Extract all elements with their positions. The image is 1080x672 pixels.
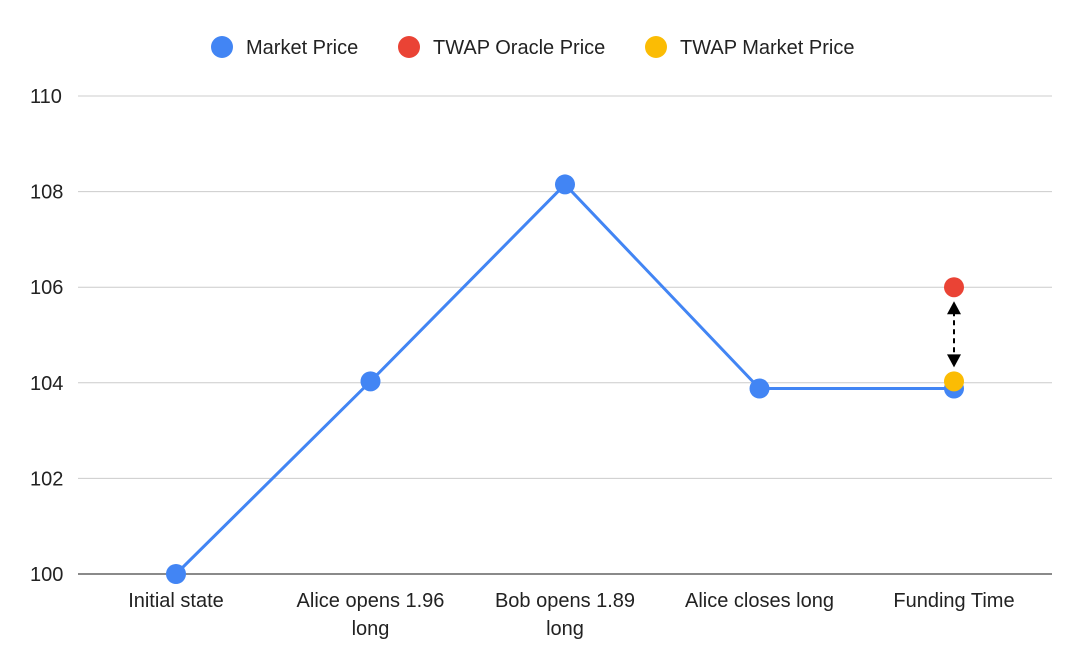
legend-swatch (398, 36, 420, 58)
series-marks (166, 174, 964, 584)
market-price-point (555, 174, 575, 195)
legend-swatch (645, 36, 667, 58)
x-category-label: Bob opens 1.89 long (495, 590, 635, 640)
twap-market-price-point (944, 371, 964, 392)
annotation-arrowhead-up (947, 301, 961, 315)
annotation-arrowhead-down (947, 354, 961, 368)
grid-lines (78, 95, 1052, 575)
y-tick-label: 102 (30, 468, 63, 490)
legend-item-twap-oracle-price: TWAP Oracle Price (398, 36, 605, 59)
x-category-label: Funding Time (893, 590, 1014, 612)
y-tick-label: 100 (30, 564, 63, 586)
x-axis-category-labels: Initial state Alice opens 1.96 long Bob ope… (128, 590, 1014, 640)
y-axis-tick-labels: 100 102 104 106 108 110 (30, 86, 63, 586)
market-price-line (174, 182, 954, 576)
legend-label: TWAP Market Price (680, 37, 854, 59)
legend-label: Market Price (246, 37, 358, 59)
legend-swatch (211, 36, 233, 58)
y-tick-label: 110 (30, 86, 62, 108)
twap-oracle-price-point (944, 277, 964, 298)
legend-item-market-price: Market Price (211, 36, 358, 59)
market-price-point (360, 371, 381, 392)
y-tick-label: 108 (30, 182, 63, 204)
legend: Market Price TWAP Oracle Price TWAP Market… (211, 36, 854, 59)
funding-gap-annotation (947, 301, 961, 368)
x-category-label: Alice opens 1.96 long (297, 590, 445, 640)
legend-label: TWAP Oracle Price (433, 37, 605, 59)
y-tick-label: 104 (30, 373, 63, 395)
market-price-point (166, 564, 186, 584)
x-category-label: Initial state (128, 590, 224, 612)
x-category-label: Alice closes long (685, 590, 834, 612)
y-tick-label: 106 (30, 277, 63, 299)
legend-item-twap-market-price: TWAP Market Price (645, 36, 854, 59)
market-price-point (749, 378, 770, 399)
